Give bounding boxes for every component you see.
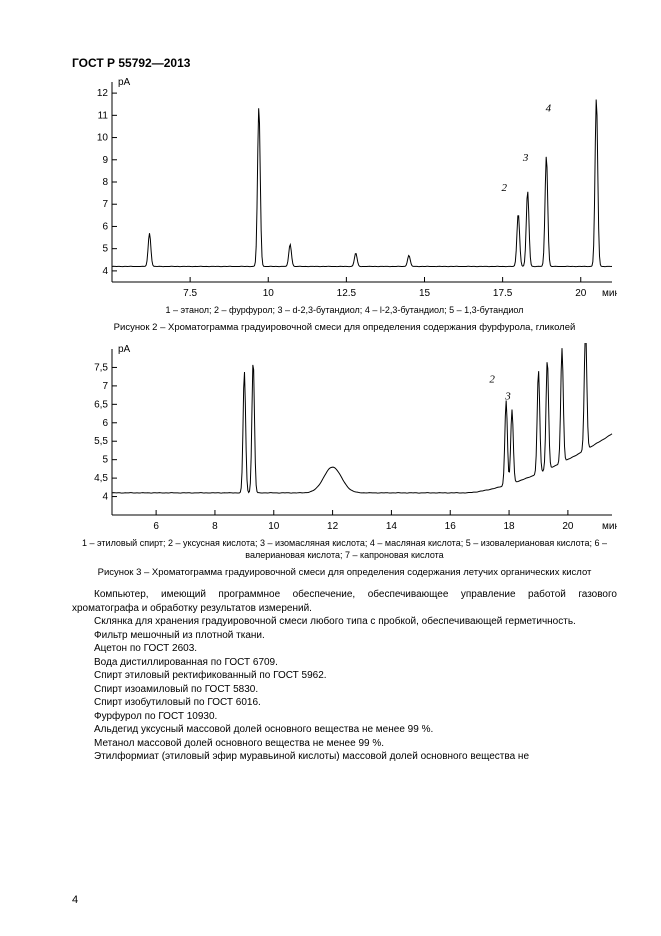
svg-text:7.5: 7.5	[183, 288, 197, 298]
svg-text:6,5: 6,5	[94, 399, 108, 410]
standard-code: ГОСТ Р 55792—2013	[72, 56, 617, 70]
svg-text:10: 10	[263, 288, 275, 298]
svg-text:12: 12	[97, 88, 109, 99]
svg-text:2: 2	[489, 373, 495, 385]
body-paragraph: Фурфурол по ГОСТ 10930.	[72, 710, 617, 724]
body-paragraph: Спирт этиловый ректификованный по ГОСТ 5…	[72, 669, 617, 683]
chromatogram-figure-3: pAмин44,555,566,577,56810121416182012345…	[72, 343, 617, 531]
svg-text:15: 15	[419, 288, 431, 298]
body-paragraph: Фильтр мешочный из плотной ткани.	[72, 629, 617, 643]
svg-text:мин: мин	[602, 288, 617, 298]
svg-text:7: 7	[102, 199, 108, 210]
body-paragraph: Склянка для хранения градуировочной смес…	[72, 615, 617, 629]
figure-2-caption: Рисунок 2 – Хроматограмма градуировочной…	[72, 322, 617, 335]
svg-text:16: 16	[445, 521, 457, 531]
chromatogram-svg-3: pAмин44,555,566,577,56810121416182012345…	[72, 343, 617, 531]
svg-text:18: 18	[503, 521, 515, 531]
svg-text:20: 20	[575, 288, 587, 298]
svg-text:3: 3	[522, 152, 529, 164]
figure-3-legend: 1 – этиловый спирт; 2 – уксусная кислота…	[72, 537, 617, 561]
svg-text:3: 3	[504, 391, 511, 403]
figure-3-caption: Рисунок 3 – Хроматограмма градуировочной…	[72, 567, 617, 580]
svg-text:4: 4	[102, 266, 108, 277]
svg-text:7: 7	[102, 381, 108, 392]
chromatogram-svg-2: pAмин4567891011127.51012.51517.52012345	[72, 76, 617, 298]
svg-text:4,5: 4,5	[94, 473, 108, 484]
svg-text:8: 8	[212, 521, 218, 531]
body-paragraph: Метанол массовой долей основного веществ…	[72, 737, 617, 751]
body-paragraph: Альдегид уксусный массовой долей основно…	[72, 723, 617, 737]
svg-text:5: 5	[102, 455, 108, 466]
svg-text:14: 14	[386, 521, 398, 531]
svg-text:10: 10	[97, 133, 109, 144]
svg-text:12.5: 12.5	[337, 288, 357, 298]
svg-text:20: 20	[562, 521, 574, 531]
svg-text:7,5: 7,5	[94, 362, 108, 373]
svg-text:10: 10	[268, 521, 280, 531]
svg-text:pA: pA	[118, 77, 131, 88]
svg-text:6: 6	[153, 521, 159, 531]
svg-text:11: 11	[98, 110, 109, 121]
body-paragraph: Спирт изоамиловый по ГОСТ 5830.	[72, 683, 617, 697]
svg-text:2: 2	[502, 182, 508, 194]
svg-text:мин: мин	[602, 521, 617, 531]
body-paragraph: Спирт изобутиловый по ГОСТ 6016.	[72, 696, 617, 710]
svg-text:6: 6	[102, 221, 108, 232]
svg-text:5,5: 5,5	[94, 436, 108, 447]
body-paragraph: Этилформиат (этиловый эфир муравьиной ки…	[72, 750, 617, 764]
svg-text:8: 8	[102, 177, 108, 188]
body-paragraph: Ацетон по ГОСТ 2603.	[72, 642, 617, 656]
page: ГОСТ Р 55792—2013 pA мин 4 5 6 7 8 9 10 11 12 7.5 10…	[0, 0, 661, 936]
figure-2-legend: 1 – этанол; 2 – фурфурол; 3 – d-2,3-бута…	[72, 304, 617, 316]
svg-text:12: 12	[327, 521, 339, 531]
body-paragraph: Компьютер, имеющий программное обеспечен…	[72, 588, 617, 615]
chromatogram-figure-2: pAмин4567891011127.51012.51517.52012345	[72, 76, 617, 298]
body-text: Компьютер, имеющий программное обеспечен…	[72, 588, 617, 764]
svg-text:4: 4	[546, 102, 552, 114]
svg-text:4: 4	[102, 492, 108, 503]
svg-text:5: 5	[102, 244, 108, 255]
svg-text:17.5: 17.5	[493, 288, 513, 298]
svg-text:6: 6	[102, 418, 108, 429]
svg-text:9: 9	[102, 155, 108, 166]
body-paragraph: Вода дистиллированная по ГОСТ 6709.	[72, 656, 617, 670]
svg-text:pA: pA	[118, 344, 131, 355]
page-number: 4	[72, 894, 78, 906]
